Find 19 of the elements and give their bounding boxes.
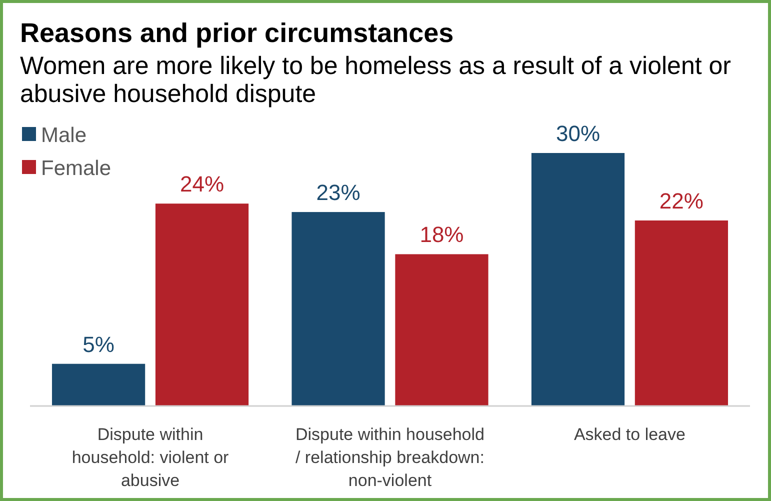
- data-label: 30%: [556, 121, 600, 146]
- bar: [395, 254, 488, 406]
- chart-title: Reasons and prior circumstances: [20, 18, 454, 48]
- legend-label: Male: [41, 124, 87, 147]
- data-label: 23%: [316, 180, 360, 206]
- x-tick-label: Dispute within household / relationship breakdown: non-violent: [295, 425, 485, 490]
- data-label: 22%: [659, 188, 704, 214]
- legend-label: Female: [41, 157, 112, 180]
- x-tick-label: Dispute within household: violent or abusive: [72, 425, 230, 490]
- bar: [292, 212, 385, 406]
- bar: [52, 364, 146, 406]
- data-label: 24%: [180, 172, 224, 197]
- data-label: 5%: [82, 332, 114, 357]
- chart-subtitle: Women are more likely to be homeless as a result of a violent or abusive household dispute: [20, 52, 731, 108]
- bar: [634, 220, 728, 406]
- x-tick-label: Asked to leave: [574, 425, 686, 444]
- bar: [531, 153, 625, 406]
- data-label: 18%: [420, 222, 464, 248]
- bar: [155, 204, 249, 406]
